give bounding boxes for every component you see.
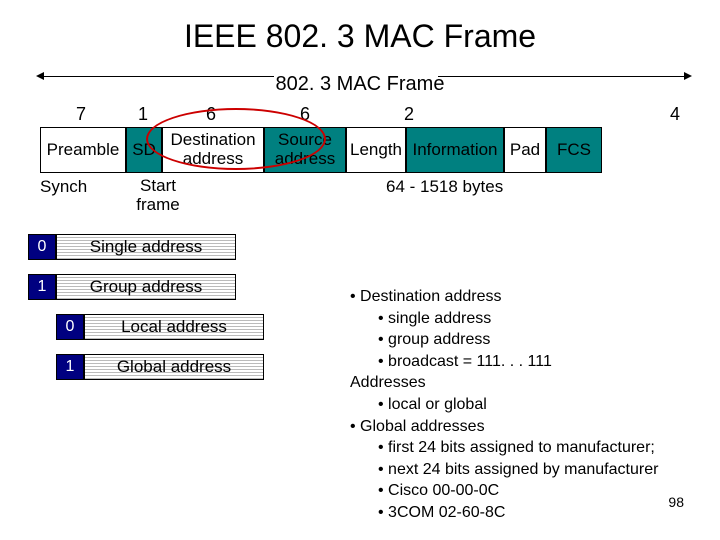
- start-frame-label: Start frame: [126, 177, 190, 214]
- bullet-item: • single address: [378, 308, 658, 330]
- bullet-item: • first 24 bits assigned to manufacturer…: [378, 437, 658, 459]
- byte-count: 7: [40, 104, 126, 125]
- address-bit: 0: [28, 234, 56, 260]
- address-label: Global address: [84, 354, 264, 380]
- byte-count: 1: [126, 104, 162, 125]
- frame-field: Pad: [504, 127, 546, 173]
- address-bit: 1: [56, 354, 84, 380]
- span-arrow-right: [684, 72, 692, 80]
- frame-field: Information: [406, 127, 504, 173]
- slide-title: IEEE 802. 3 MAC Frame: [0, 0, 720, 55]
- address-label: Group address: [56, 274, 236, 300]
- span-arrow-left: [36, 72, 44, 80]
- bullet-list: • Destination address• single address• g…: [350, 286, 658, 524]
- address-row: 0Single address: [28, 234, 720, 260]
- bullet-item: • next 24 bits assigned by manufacturer: [378, 459, 658, 481]
- slide-number: 98: [668, 494, 684, 510]
- frame-field: Length: [346, 127, 406, 173]
- byte-counts-row: 716624: [40, 104, 720, 125]
- bullet-item: • 3COM 02-60-8С: [378, 502, 658, 524]
- payload-range-label: 64 - 1518 bytes: [386, 177, 503, 214]
- bullet-item: • group address: [378, 329, 658, 351]
- bullet-item: • Cisco 00-00-0С: [378, 480, 658, 502]
- bullet-item: • Global addresses: [350, 416, 658, 438]
- byte-count: 4: [546, 104, 670, 125]
- bullet-item: Addresses: [350, 372, 658, 394]
- bullet-item: • broadcast = 111. . . 111: [378, 351, 658, 373]
- bullet-item: • Destination address: [350, 286, 658, 308]
- subtitle-text: 802. 3 MAC Frame: [276, 73, 445, 95]
- bullet-item: • local or global: [378, 394, 658, 416]
- byte-count: [504, 104, 546, 125]
- frame-field: FCS: [546, 127, 602, 173]
- address-label: Local address: [84, 314, 264, 340]
- address-bit: 1: [28, 274, 56, 300]
- address-label: Single address: [56, 234, 236, 260]
- frame-fields-row: PreambleSDDestination addressSource addr…: [40, 127, 720, 173]
- highlight-ellipse: [146, 108, 326, 170]
- below-frame-row: Synch Start frame 64 - 1518 bytes: [40, 177, 720, 214]
- span-line-left: [42, 76, 274, 77]
- address-bit: 0: [56, 314, 84, 340]
- frame-field: Preamble: [40, 127, 126, 173]
- span-line-right: [438, 76, 686, 77]
- byte-count: [406, 104, 504, 125]
- byte-count: 2: [346, 104, 406, 125]
- synch-label: Synch: [40, 177, 126, 214]
